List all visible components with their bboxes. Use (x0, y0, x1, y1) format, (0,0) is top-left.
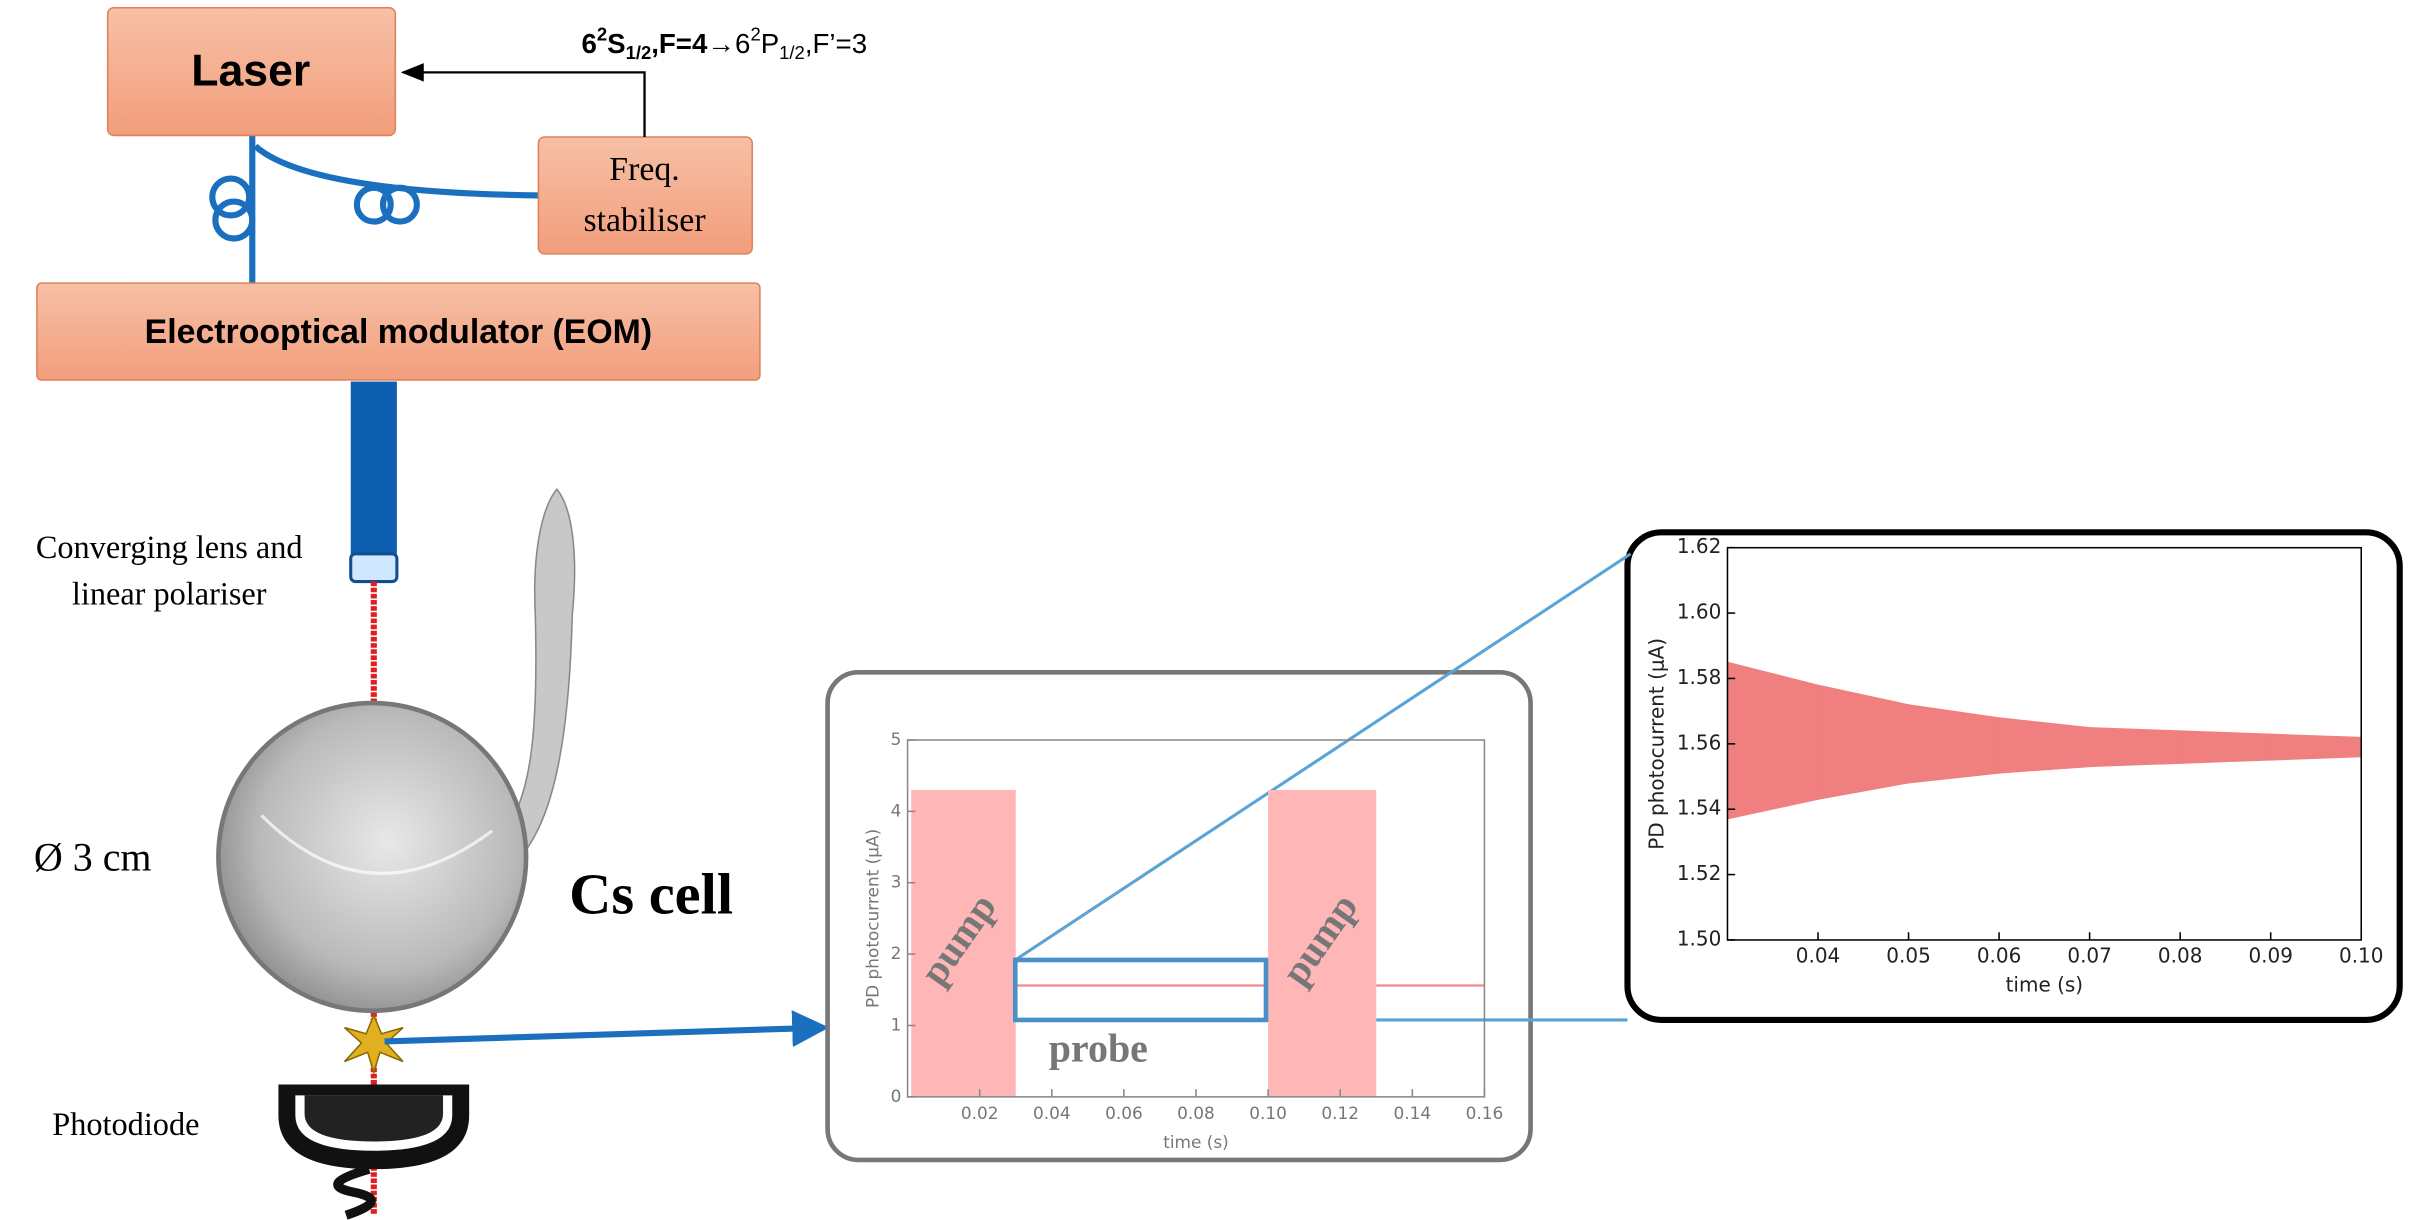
x-tick-label: 0.16 (1466, 1103, 1504, 1123)
x-tick-label: 0.12 (1321, 1103, 1359, 1123)
blue-beam (351, 382, 397, 557)
x-tick-label: 0.06 (1105, 1103, 1143, 1123)
x-tick-label: 0.10 (2339, 943, 2384, 967)
x-tick-label: 0.08 (2158, 943, 2203, 967)
oscillation-band (1818, 685, 1909, 799)
page: {"laser": "Laser", "freq_stabiliser": ["… (0, 0, 2412, 1220)
cable (338, 1169, 372, 1215)
x-tick-label: 0.04 (1796, 943, 1841, 967)
diagram: Laser Freq. stabiliser 62S1/2,F=4→62P1/2… (0, 0, 2412, 1220)
cell-label: Cs cell (569, 861, 733, 926)
laser-label: Laser (191, 47, 310, 96)
y-tick-label: 1.56 (1677, 730, 1722, 754)
oscillation-band (2180, 731, 2271, 764)
oscillation-band (1909, 705, 2000, 783)
fiber (212, 135, 538, 283)
x-tick-label: 0.05 (1886, 943, 1931, 967)
oscillation-band (2271, 734, 2362, 760)
y-tick-label: 1.54 (1677, 796, 1722, 820)
x-axis-label: time (s) (2006, 973, 2084, 997)
x-axis-label: time (s) (1163, 1132, 1229, 1152)
x-tick-label: 0.08 (1177, 1103, 1215, 1123)
y-tick-label: 3 (891, 872, 902, 892)
y-tick-label: 1.52 (1677, 861, 1722, 885)
x-tick-label: 0.14 (1393, 1103, 1431, 1123)
cs-cell (218, 703, 526, 1011)
y-tick-label: 1.50 (1677, 926, 1722, 950)
feedback-arrow (403, 72, 645, 137)
signal-arrow (385, 1028, 823, 1042)
freq-label: Freq. (609, 151, 679, 188)
y-tick-label: 2 (891, 943, 902, 963)
oscillation-band (1999, 718, 2090, 774)
lens (351, 554, 397, 582)
y-axis-label: PD photocurrent (μA) (1645, 638, 1669, 850)
lens-label: Converging lens and (36, 529, 303, 565)
photodiode-core (305, 1095, 443, 1141)
oscillation-band (2090, 727, 2181, 766)
oscillation-band (1727, 662, 1818, 819)
zoom-box (1015, 960, 1266, 1020)
eom-label: Electrooptical modulator (EOM) (145, 313, 652, 351)
x-tick-label: 0.10 (1249, 1103, 1287, 1123)
x-tick-label: 0.07 (2067, 943, 2112, 967)
lens-label: linear polariser (72, 575, 267, 611)
transition: 62S1/2,F=4→62P1/2,F’=3 (581, 23, 867, 62)
x-tick-label: 0.06 (1977, 943, 2022, 967)
x-tick-label: 0.09 (2248, 943, 2293, 967)
y-tick-label: 1.62 (1677, 534, 1722, 558)
y-axis-label: PD photocurrent (μA) (863, 829, 883, 1008)
y-tick-label: 1.58 (1677, 665, 1722, 689)
x-tick-label: 0.02 (961, 1103, 999, 1123)
annotation: probe (1049, 1025, 1148, 1070)
y-tick-label: 1 (891, 1014, 902, 1034)
y-tick-label: 0 (891, 1086, 902, 1106)
freq-label: stabiliser (583, 202, 705, 239)
y-tick-label: 1.60 (1677, 600, 1722, 624)
diameter-label: Ø 3 cm (34, 835, 152, 880)
x-tick-label: 0.04 (1033, 1103, 1071, 1123)
photodiode-label: Photodiode (52, 1106, 199, 1142)
y-tick-label: 5 (891, 729, 902, 749)
y-tick-label: 4 (891, 800, 902, 820)
